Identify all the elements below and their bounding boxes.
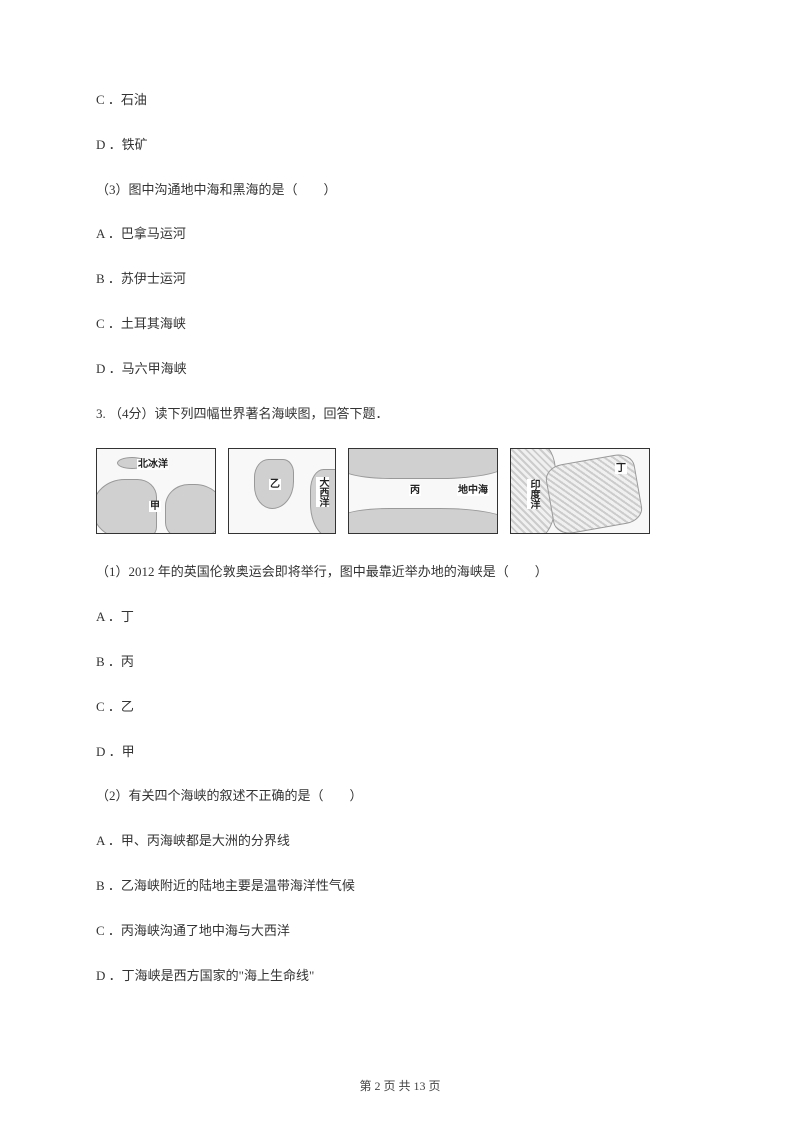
- option-c-oil: C ．石油: [96, 90, 704, 111]
- map-3-mediterranean: 丙 地中海: [348, 448, 498, 534]
- map4-left-label: 印度洋: [527, 479, 540, 509]
- option-d-iron: D ．铁矿: [96, 135, 704, 156]
- q-a3-option-c: C ．土耳其海峡: [96, 314, 704, 335]
- q3-sub2-d: D ．丁海峡是西方国家的"海上生命线": [96, 966, 704, 987]
- q-a3-option-a: A ．巴拿马运河: [96, 224, 704, 245]
- q3-sub2-a: A ．甲、丙海峡都是大洲的分界线: [96, 831, 704, 852]
- map1-top-label: 北冰洋: [137, 459, 169, 470]
- map3-mid-label: 丙: [409, 485, 421, 496]
- q3-sub1-a: A ．丁: [96, 607, 704, 628]
- q3-sub1-b: B ．丙: [96, 652, 704, 673]
- map-shape: [348, 508, 498, 534]
- map-shape: [96, 479, 157, 534]
- map-4-indian-ocean: 印度洋 丁: [510, 448, 650, 534]
- map1-mid-label: 甲: [149, 501, 161, 512]
- question-3-intro: 3. （4分）读下列四幅世界著名海峡图，回答下题．: [96, 404, 704, 425]
- question-a3-text: （3）图中沟通地中海和黑海的是（ ）: [96, 180, 704, 201]
- q3-sub1-text: （1）2012 年的英国伦敦奥运会即将举行，图中最靠近举办地的海峡是（ ）: [96, 562, 704, 583]
- map-1-arctic: 北冰洋 甲: [96, 448, 216, 534]
- page-footer: 第 2 页 共 13 页: [0, 1077, 800, 1096]
- map-2-atlantic: 乙 大西洋: [228, 448, 336, 534]
- q3-sub2-c: C ．丙海峡沟通了地中海与大西洋: [96, 921, 704, 942]
- q-a3-option-b: B ．苏伊士运河: [96, 269, 704, 290]
- map-shape: [165, 484, 216, 534]
- map-shape: [544, 452, 645, 534]
- maps-row: 北冰洋 甲 乙 大西洋 丙 地中海 印度洋 丁: [96, 448, 704, 534]
- map-shape: [348, 448, 498, 479]
- map3-right-label: 地中海: [457, 485, 489, 496]
- map2-mid-label: 乙: [269, 479, 281, 490]
- q3-sub2-text: （2）有关四个海峡的叙述不正确的是（ ）: [96, 786, 704, 807]
- map2-right-label: 大西洋: [316, 477, 329, 507]
- q3-sub1-d: D ．甲: [96, 742, 704, 763]
- map4-mid-label: 丁: [615, 463, 627, 474]
- q3-sub1-c: C ．乙: [96, 697, 704, 718]
- q-a3-option-d: D ．马六甲海峡: [96, 359, 704, 380]
- q3-sub2-b: B ．乙海峡附近的陆地主要是温带海洋性气候: [96, 876, 704, 897]
